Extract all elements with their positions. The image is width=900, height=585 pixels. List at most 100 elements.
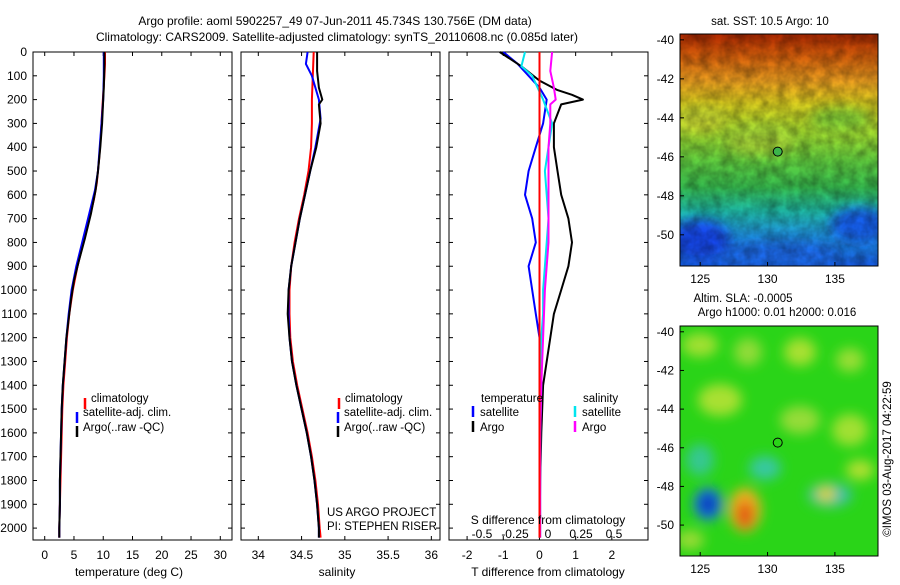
s-difference-axis-label: S difference from climatology: [471, 513, 626, 527]
depth-tick-label: 200: [7, 93, 27, 107]
temperature-legend: climatology satellite-adj. clim. Argo(..…: [75, 393, 171, 437]
series-line-satellite: [58, 52, 105, 538]
depth-tick-label: 600: [7, 188, 27, 202]
sla-map-frame: [679, 325, 879, 557]
x-tick-label: 36: [425, 548, 439, 562]
map-lat-label: -40: [657, 325, 675, 339]
map-lat-label: -50: [657, 228, 675, 242]
depth-tick-label: 300: [7, 116, 27, 130]
series-line-climatology: [58, 52, 106, 538]
sla-map-axes: 125 130 135 -40 -42 -44 -46 -48 -50: [657, 325, 846, 576]
figure-title-line1: Argo profile: aoml 5902257_49 07-Jun-201…: [138, 14, 531, 28]
depth-tick-label: 1700: [0, 450, 27, 464]
imos-timestamp: ©IMOS 03-Aug-2017 04:22:59: [882, 381, 894, 537]
sst-float-marker: [772, 146, 783, 157]
map-lon-label: 135: [825, 272, 845, 286]
s-tick-label: 0: [545, 527, 552, 541]
x-tick-label: 34.5: [290, 548, 314, 562]
sla-map-title-line1: Altim. SLA: -0.0005: [693, 293, 792, 305]
salinity-legend: climatology satellite-adj. clim. Argo(..…: [336, 393, 432, 437]
map-lat-label: -44: [657, 111, 675, 125]
legend-label-s-satellite: satellite: [582, 407, 621, 419]
legend-label-satellite: satellite-adj. clim.: [344, 407, 432, 419]
s-difference-ticks: -0.5 -0.25 0 0.25 0.5: [472, 527, 623, 541]
map-lat-label: -42: [657, 72, 675, 86]
sla-map-title-line2: Argo h1000: 0.01 h2000: 0.016: [698, 307, 857, 319]
x-tick-label: 20: [155, 548, 169, 562]
legend-label-argo: Argo(..raw -QC): [344, 422, 425, 434]
map-lat-label: -48: [657, 479, 675, 493]
difference-plot: -2 -1 0 1 2: [462, 51, 615, 562]
x-tick-label: 35: [338, 548, 352, 562]
x-tick-label: -1: [498, 548, 509, 562]
depth-tick-label: 500: [7, 164, 27, 178]
s-tick-label: 0.25: [569, 527, 593, 541]
x-tick-label: 0: [41, 548, 48, 562]
series-line-salinity-satellite: [520, 51, 554, 538]
map-lat-label: -44: [657, 402, 675, 416]
depth-tick-label: 1500: [0, 402, 27, 416]
series-line-salinity-argo: [539, 51, 557, 538]
map-lat-label: -50: [657, 518, 675, 532]
x-tick-label: 25: [184, 548, 198, 562]
temperature-axis-label: temperature (deg C): [75, 565, 183, 579]
legend-label-argo: Argo(..raw -QC): [83, 422, 164, 434]
depth-tick-label: 100: [7, 69, 27, 83]
depth-tick-label: 1900: [0, 497, 27, 511]
legend-label-s-argo: Argo: [582, 422, 606, 434]
sla-features: [680, 333, 874, 550]
map-lon-label: 125: [690, 562, 710, 576]
salinity-plot: 34 34.5 35 35.5 36: [252, 51, 439, 562]
sla-map: [680, 326, 878, 556]
sst-map: [680, 34, 878, 266]
sst-map-frame: [679, 33, 879, 267]
depth-tick-label: 800: [7, 235, 27, 249]
map-lat-label: -46: [657, 150, 675, 164]
s-tick-label: 0.5: [606, 527, 623, 541]
depth-tick-label: 1200: [0, 331, 27, 345]
project-credit-line2: PI: STEPHEN RISER: [327, 521, 437, 533]
depth-tick-label: 1800: [0, 473, 27, 487]
x-tick-label: 34: [252, 548, 266, 562]
legend-label-satellite: satellite-adj. clim.: [83, 407, 171, 419]
series-line-satellite: [287, 51, 322, 538]
x-tick-label: 5: [71, 548, 78, 562]
map-lat-label: -40: [657, 33, 675, 47]
series-line-climatology: [288, 51, 322, 538]
x-tick-label: 15: [126, 548, 140, 562]
temperature-plot: 0 5 10 15 20 25 30: [41, 52, 227, 562]
depth-tick-label: 700: [7, 212, 27, 226]
x-tick-label: 35.5: [376, 548, 400, 562]
depth-axis: 0 100 200 300 400 500 600 700 800 900 1000 1100 1200…: [0, 45, 648, 535]
sst-map-title: sat. SST: 10.5 Argo: 10: [711, 16, 829, 28]
depth-tick-label: 0: [20, 45, 27, 59]
map-lon-label: 125: [690, 272, 710, 286]
legend-label-climatology: climatology: [345, 393, 403, 405]
depth-tick-label: 1100: [1, 307, 27, 321]
x-tick-label: 10: [97, 548, 111, 562]
x-tick-label: -2: [462, 548, 473, 562]
difference-legend: temperature salinity satellite Argo sate…: [471, 393, 621, 434]
legend-heading-temperature: temperature: [481, 393, 543, 405]
depth-tick-label: 2000: [0, 521, 27, 535]
salinity-panel-frame: [240, 51, 441, 541]
x-tick-label: 1: [572, 548, 579, 562]
sst-map-axes: 125 130 135 -40 -42 -44 -46 -48 -50: [657, 33, 846, 286]
depth-tick-label: 1000: [0, 283, 27, 297]
project-credit-line1: US ARGO PROJECT: [327, 507, 436, 519]
x-tick-label: 2: [608, 548, 615, 562]
depth-tick-label: 900: [7, 259, 27, 273]
depth-tick-label: 1300: [0, 354, 27, 368]
depth-tick-label: 1600: [0, 426, 27, 440]
legend-label-climatology: climatology: [91, 393, 149, 405]
x-tick-label: 0: [536, 548, 543, 562]
legend-label-t-satellite: satellite: [480, 407, 519, 419]
legend-heading-salinity: salinity: [583, 393, 618, 405]
series-line-temperature-argo: [499, 51, 584, 538]
map-lon-label: 130: [758, 272, 778, 286]
temperature-panel-frame: [32, 51, 233, 541]
difference-panel-frame: [448, 51, 649, 541]
map-lat-label: -46: [657, 441, 675, 455]
legend-label-t-argo: Argo: [480, 422, 504, 434]
